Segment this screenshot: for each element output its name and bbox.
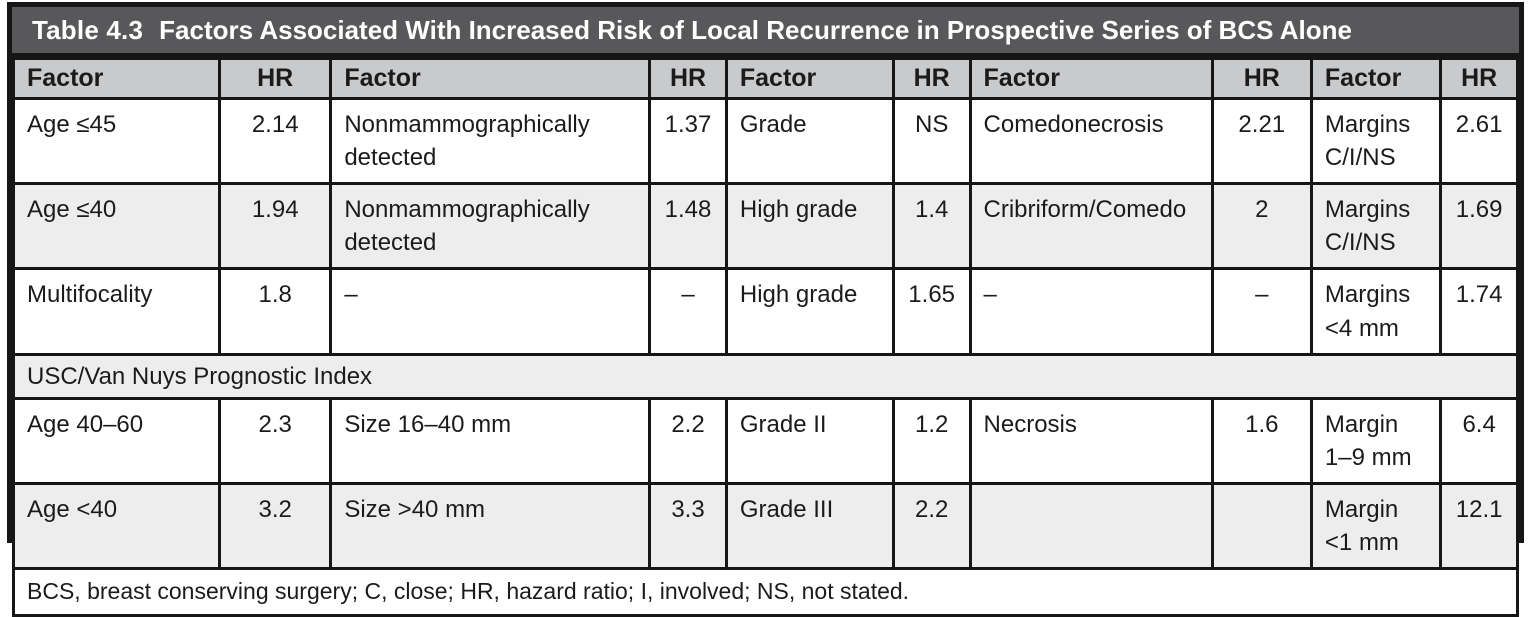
hr-cell: 1.6	[1210, 396, 1313, 485]
factor-cell: High grade	[724, 267, 895, 356]
factor-cell: Size 16–40 mm	[329, 396, 652, 485]
factor-cell: Grade II	[724, 396, 895, 485]
factor-cell: –	[329, 267, 652, 356]
hr-cell: 1.48	[648, 182, 728, 271]
hr-cell: 1.65	[891, 267, 972, 356]
hr-cell: 6.4	[1439, 396, 1519, 485]
table-number: Table 4.3	[32, 14, 144, 45]
column-header-factor: Factor	[1309, 57, 1443, 100]
table-title: Factors Associated With Increased Risk o…	[159, 14, 1352, 45]
table-row: Age ≤40 1.94 Nonmammographically detecte…	[11, 182, 1519, 271]
factor-cell: Size >40 mm	[329, 481, 652, 571]
factor-cell: Margins C/I/NS	[1309, 96, 1443, 186]
factor-cell: Margin 1–9 mm	[1309, 396, 1443, 485]
column-header-factor: Factor	[968, 57, 1214, 100]
data-table: Table 4.3 Factors Associated With Increa…	[7, 2, 1524, 617]
header-row: Factor HR Factor HR Factor HR Factor HR …	[11, 57, 1519, 100]
section-header: USC/Van Nuys Prognostic Index	[12, 352, 1519, 400]
hr-cell: 2.2	[891, 481, 972, 571]
factor-cell: High grade	[724, 182, 895, 271]
footnote-row: BCS, breast conserving surgery; C, close…	[12, 567, 1519, 617]
column-header-hr: HR	[648, 57, 728, 100]
hr-cell: 1.94	[218, 182, 333, 271]
column-header-factor: Factor	[11, 57, 222, 100]
factor-cell: Nonmammographically detected	[329, 182, 652, 271]
hr-cell: –	[648, 267, 728, 356]
hr-cell: 3.3	[648, 481, 728, 571]
factor-cell: Cribriform/Comedo	[968, 182, 1214, 271]
hr-cell	[1210, 481, 1313, 571]
hr-cell: 1.2	[891, 396, 972, 485]
section-header-row: USC/Van Nuys Prognostic Index	[12, 352, 1519, 400]
column-header-hr: HR	[1439, 57, 1519, 100]
factor-cell: Age ≤45	[11, 96, 222, 186]
hr-cell: 2.3	[218, 396, 333, 485]
factor-cell: Nonmammographically detected	[329, 96, 652, 186]
table-row: Age <40 3.2 Size >40 mm 3.3 Grade III 2.…	[11, 481, 1519, 571]
hr-cell: 1.69	[1439, 182, 1519, 271]
factor-cell: Margin <1 mm	[1309, 481, 1443, 571]
table-row: Age 40–60 2.3 Size 16–40 mm 2.2 Grade II…	[11, 396, 1519, 485]
hr-cell: 2.2	[648, 396, 728, 485]
factor-cell: Age <40	[11, 481, 222, 571]
hr-cell: 1.8	[218, 267, 333, 356]
factor-cell: Margins C/I/NS	[1309, 182, 1443, 271]
hr-cell: 1.37	[648, 96, 728, 186]
factor-cell	[968, 481, 1214, 571]
hr-cell: 2	[1210, 182, 1313, 271]
hr-cell: 1.4	[891, 182, 972, 271]
hr-cell: 2.61	[1439, 96, 1519, 186]
column-header-factor: Factor	[724, 57, 895, 100]
footnote: BCS, breast conserving surgery; C, close…	[12, 567, 1519, 617]
factors-table: Factor HR Factor HR Factor HR Factor HR …	[11, 57, 1519, 617]
factor-cell: Necrosis	[968, 396, 1214, 485]
table-row: Age ≤45 2.14 Nonmammographically detecte…	[11, 96, 1519, 186]
table-title-bar: Table 4.3 Factors Associated With Increa…	[12, 7, 1519, 57]
column-header-hr: HR	[218, 57, 333, 100]
hr-cell: 3.2	[218, 481, 333, 571]
hr-cell: 12.1	[1439, 481, 1519, 571]
hr-cell: 2.14	[218, 96, 333, 186]
factor-cell: Grade III	[724, 481, 895, 571]
hr-cell: 2.21	[1210, 96, 1313, 186]
factor-cell: Age 40–60	[11, 396, 222, 485]
factor-cell: Margins <4 mm	[1309, 267, 1443, 356]
factor-cell: Age ≤40	[11, 182, 222, 271]
column-header-factor: Factor	[329, 57, 652, 100]
column-header-hr: HR	[891, 57, 972, 100]
factor-cell: Multifocality	[11, 267, 222, 356]
factor-cell: Comedonecrosis	[968, 96, 1214, 186]
factor-cell: –	[968, 267, 1214, 356]
hr-cell: NS	[891, 96, 972, 186]
factor-cell: Grade	[724, 96, 895, 186]
hr-cell: –	[1210, 267, 1313, 356]
table-row: Multifocality 1.8 – – High grade 1.65 – …	[11, 267, 1519, 356]
hr-cell: 1.74	[1439, 267, 1519, 356]
column-header-hr: HR	[1210, 57, 1313, 100]
